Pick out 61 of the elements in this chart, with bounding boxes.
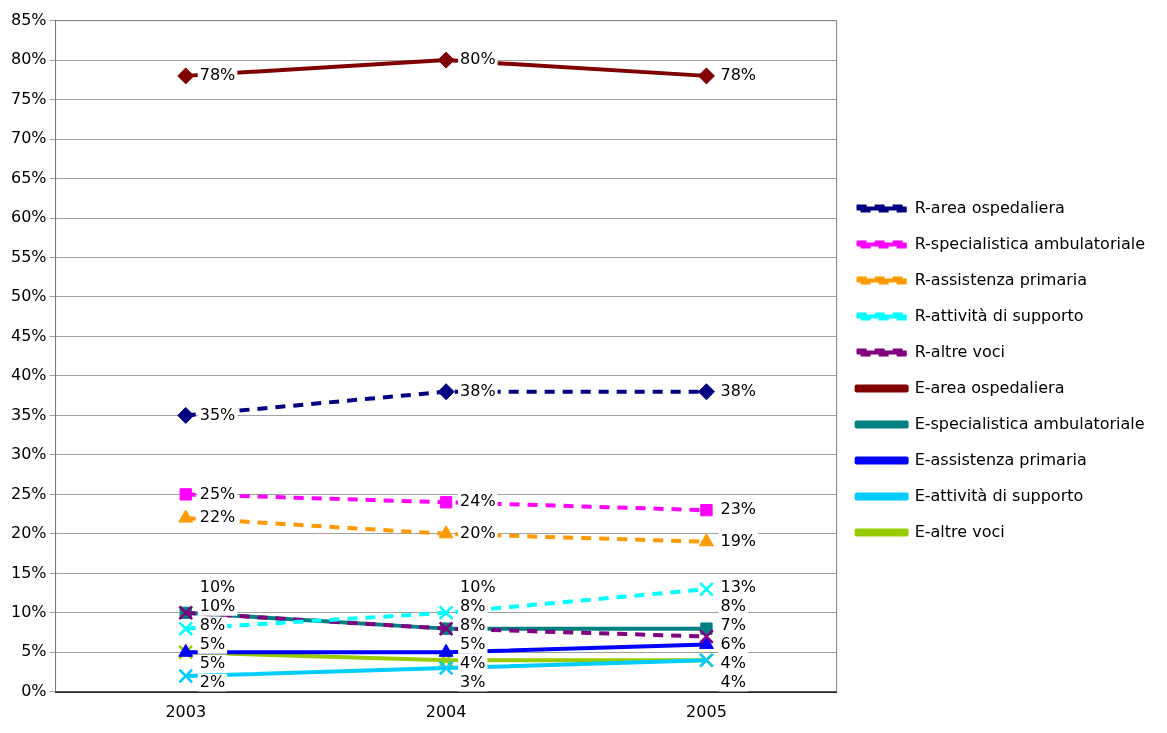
y-tick-label: 55% [11, 246, 47, 266]
data-label: 8% [199, 614, 226, 634]
legend-label: R-specialistica ambulatoriale [914, 233, 1145, 253]
data-label: 78% [199, 65, 236, 85]
data-label: 24% [460, 491, 496, 511]
legend-label: E-assistenza primaria [914, 449, 1087, 469]
y-tick-label: 85% [11, 9, 47, 29]
data-label: 7% [720, 614, 746, 634]
data-label: 4% [720, 671, 746, 691]
y-tick-label: 75% [11, 88, 47, 108]
data-label: 10% [199, 576, 236, 596]
y-tick-label: 5% [21, 641, 47, 661]
data-label: 8% [720, 595, 746, 615]
y-tick-label: 35% [11, 404, 47, 424]
legend-label: R-attività di supporto [914, 305, 1084, 325]
data-label: 22% [199, 507, 236, 527]
data-label: 6% [720, 633, 746, 653]
data-label: 35% [199, 404, 236, 424]
y-tick-label: 45% [11, 325, 47, 345]
data-label: 5% [460, 633, 486, 653]
y-tick-label: 10% [11, 601, 47, 621]
y-tick-label: 0% [21, 680, 47, 700]
x-tick-label: 2003 [165, 701, 207, 721]
data-label: 38% [460, 380, 496, 400]
data-label: 4% [720, 652, 746, 672]
data-label: 10% [460, 576, 496, 596]
data-label: 19% [720, 530, 757, 550]
y-tick-label: 65% [11, 167, 47, 187]
data-label: 25% [199, 483, 236, 503]
y-tick-label: 80% [11, 49, 47, 69]
y-tick-label: 60% [11, 207, 47, 227]
y-tick-label: 70% [11, 128, 47, 148]
legend-label: E-area ospedaliera [914, 377, 1065, 397]
data-label: 78% [720, 65, 757, 85]
y-tick-label: 25% [11, 483, 47, 503]
legend-label: R-altre voci [914, 341, 1006, 361]
data-label: 38% [720, 380, 757, 400]
data-label: 13% [720, 576, 757, 596]
y-tick-label: 50% [11, 286, 47, 306]
data-label: 8% [460, 595, 486, 615]
legend-label: R-area ospedaliera [914, 197, 1065, 217]
y-tick-label: 15% [11, 562, 47, 582]
legend-label: E-attività di supporto [914, 485, 1084, 505]
legend-label: E-altre voci [914, 521, 1005, 541]
data-label: 3% [460, 671, 486, 691]
y-tick-label: 40% [11, 365, 47, 385]
legend-label: E-specialistica ambulatoriale [914, 413, 1145, 433]
data-label: 8% [460, 614, 486, 634]
data-label: 80% [460, 49, 496, 69]
legend-label: R-assistenza primaria [914, 269, 1088, 289]
x-tick-label: 2004 [425, 701, 467, 721]
data-label: 23% [720, 499, 757, 519]
data-label: 10% [199, 595, 236, 615]
data-label: 5% [199, 633, 226, 653]
data-label: 4% [460, 652, 486, 672]
data-label: 5% [199, 652, 226, 672]
x-tick-label: 2005 [686, 701, 727, 721]
data-label: 2% [199, 671, 226, 691]
y-tick-label: 20% [11, 523, 47, 543]
y-tick-label: 30% [11, 444, 47, 464]
data-label: 20% [460, 523, 496, 543]
